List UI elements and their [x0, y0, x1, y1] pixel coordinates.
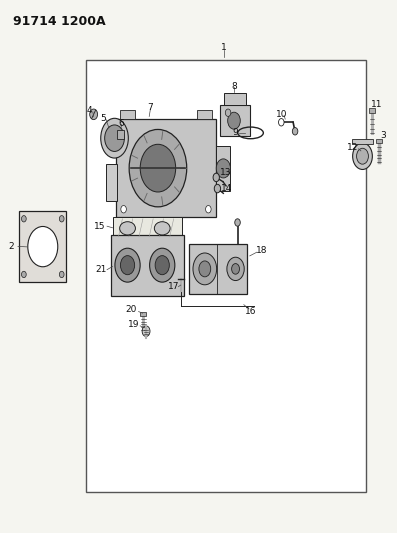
Circle shape [235, 219, 240, 226]
Bar [111, 235, 184, 296]
Bar [197, 110, 212, 119]
Bar [376, 139, 382, 143]
Text: 12: 12 [347, 143, 358, 152]
Bar [19, 211, 66, 282]
Circle shape [21, 271, 26, 278]
Text: 2: 2 [8, 242, 14, 251]
Text: 14: 14 [221, 183, 233, 192]
Text: 15: 15 [94, 222, 106, 231]
Circle shape [140, 144, 176, 192]
Text: 13: 13 [220, 167, 232, 176]
Circle shape [129, 130, 187, 207]
Circle shape [105, 125, 124, 151]
Bar [369, 109, 375, 113]
Text: 5: 5 [100, 114, 106, 123]
Text: 6: 6 [119, 119, 125, 128]
Text: 7: 7 [148, 103, 153, 112]
Text: 16: 16 [245, 307, 256, 316]
Circle shape [227, 257, 244, 280]
Bar [189, 244, 247, 294]
Circle shape [214, 184, 221, 193]
Circle shape [199, 261, 211, 277]
Circle shape [231, 264, 239, 274]
Circle shape [90, 109, 98, 119]
Circle shape [120, 256, 135, 274]
Text: 20: 20 [125, 305, 137, 314]
Text: 1: 1 [221, 43, 227, 52]
Circle shape [193, 253, 217, 285]
Ellipse shape [154, 222, 170, 235]
Bar [224, 93, 246, 105]
Text: 91714 1200A: 91714 1200A [13, 14, 106, 28]
Circle shape [28, 227, 58, 266]
Circle shape [227, 112, 240, 129]
Bar [116, 119, 216, 217]
Bar [216, 146, 230, 191]
Bar [352, 139, 373, 144]
Circle shape [121, 206, 126, 213]
Text: 19: 19 [128, 320, 140, 329]
Circle shape [150, 248, 175, 282]
Circle shape [279, 118, 284, 126]
Circle shape [225, 109, 231, 116]
Bar [117, 130, 124, 139]
Ellipse shape [119, 222, 135, 235]
Ellipse shape [101, 118, 128, 158]
Circle shape [115, 248, 140, 282]
Bar [119, 110, 135, 119]
Circle shape [155, 256, 170, 274]
Circle shape [142, 326, 150, 336]
Text: 4: 4 [87, 106, 92, 115]
Bar [140, 312, 146, 317]
Circle shape [357, 148, 368, 164]
Circle shape [353, 143, 372, 169]
Circle shape [206, 206, 211, 213]
Circle shape [59, 216, 64, 222]
Text: 9: 9 [232, 128, 238, 138]
Text: 17: 17 [168, 282, 179, 291]
Bar [113, 217, 181, 238]
Text: 10: 10 [276, 110, 287, 119]
Text: 3: 3 [380, 131, 386, 140]
Circle shape [213, 173, 220, 182]
Circle shape [216, 159, 230, 178]
Circle shape [292, 127, 298, 135]
Bar [86, 60, 366, 492]
Bar [106, 164, 117, 201]
Circle shape [21, 216, 26, 222]
Text: 11: 11 [371, 100, 382, 109]
Bar [220, 105, 250, 135]
Text: 18: 18 [256, 246, 267, 255]
Text: 8: 8 [231, 82, 237, 91]
Text: 21: 21 [95, 265, 106, 274]
Circle shape [59, 271, 64, 278]
